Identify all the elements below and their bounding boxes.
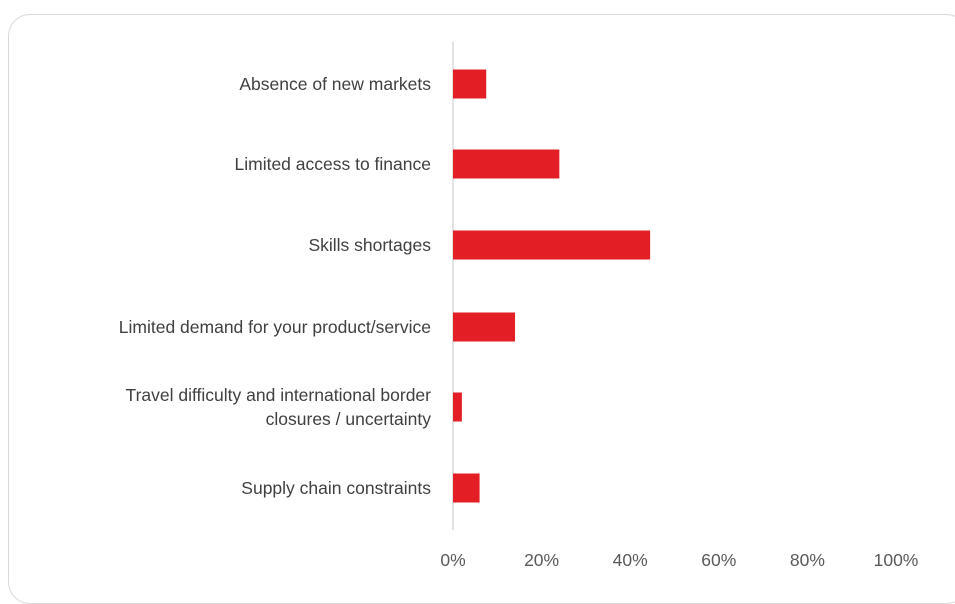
tick-label-layer: 0% 20% 40% 60% 80% 100% xyxy=(440,550,918,570)
bar-chart: Absence of new markets Limited access to … xyxy=(119,42,918,570)
category-label: Supply chain constraints xyxy=(241,478,431,498)
chart-frame xyxy=(8,14,955,604)
category-label: Travel difficulty and international bord… xyxy=(126,385,432,405)
category-label: Limited access to finance xyxy=(235,154,432,174)
x-tick-label: 0% xyxy=(440,550,465,570)
x-tick-label: 80% xyxy=(790,550,825,570)
x-tick-label: 20% xyxy=(524,550,559,570)
bar-4 xyxy=(453,312,516,342)
category-label: Limited demand for your product/service xyxy=(119,317,431,337)
category-label: closures / uncertainty xyxy=(266,409,432,429)
x-tick-label: 100% xyxy=(874,550,919,570)
x-tick-label: 40% xyxy=(613,550,648,570)
bar-layer xyxy=(453,69,651,503)
category-label: Skills shortages xyxy=(308,235,431,255)
category-label-layer: Absence of new markets Limited access to … xyxy=(119,74,431,498)
bar-5 xyxy=(453,392,462,422)
x-tick-label: 60% xyxy=(701,550,736,570)
bar-3 xyxy=(453,230,651,260)
bar-6 xyxy=(453,473,480,503)
category-label: Absence of new markets xyxy=(239,74,431,94)
bar-1 xyxy=(453,69,487,99)
bar-2 xyxy=(453,149,560,179)
